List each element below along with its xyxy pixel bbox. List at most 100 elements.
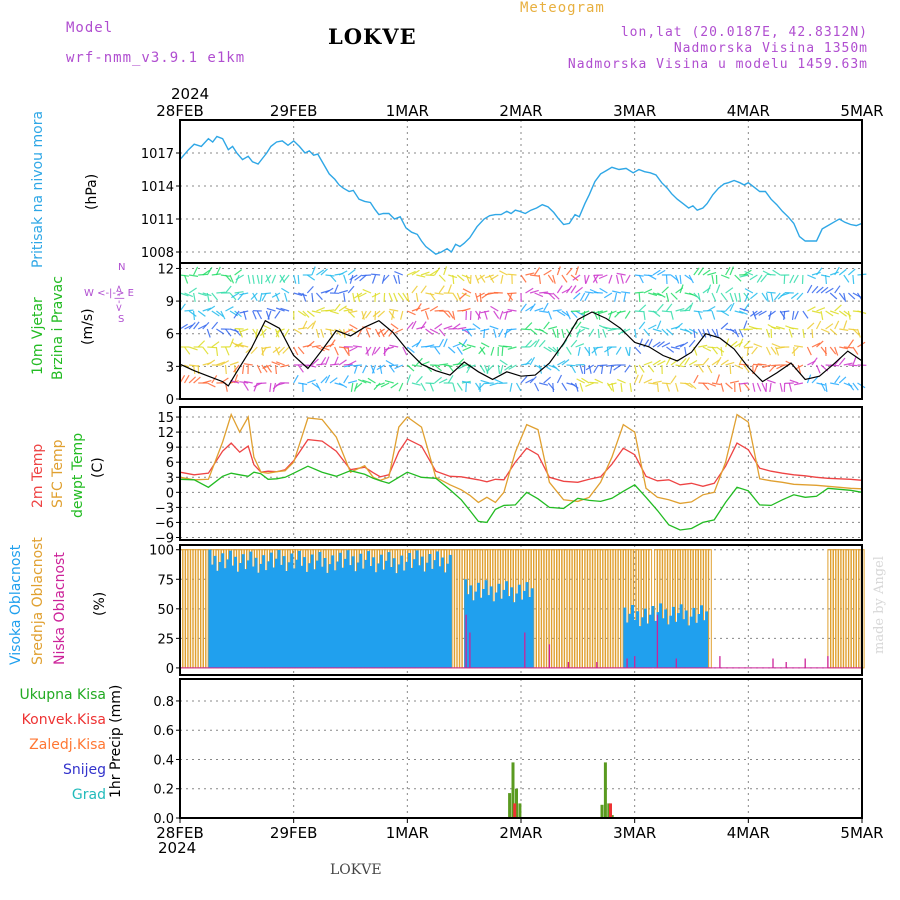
wind-barb xyxy=(434,346,441,355)
wind-barb xyxy=(796,292,804,301)
wind-barb xyxy=(202,346,209,355)
wind-barb xyxy=(406,346,415,354)
wind-barb xyxy=(670,375,677,384)
wind-barb xyxy=(752,382,756,392)
cloud-high-bar xyxy=(359,553,363,668)
wind-barb xyxy=(816,340,824,348)
wind-barb xyxy=(197,324,207,330)
wind-barb xyxy=(766,291,776,294)
temp-line-dewpt xyxy=(179,465,863,531)
wind-barb xyxy=(188,376,197,384)
wind-barb xyxy=(461,274,471,279)
wind-barb xyxy=(575,382,579,392)
wind-barb xyxy=(243,380,253,384)
wind-barb xyxy=(324,374,331,384)
wind-label-2: Brzina i Pravac xyxy=(50,276,66,380)
wind-barb xyxy=(716,346,725,353)
wind-barb xyxy=(793,345,803,348)
cloud-high-bar xyxy=(249,551,253,668)
wind-barb xyxy=(447,346,456,354)
y-tick-label: 100 xyxy=(149,544,174,559)
wind-barb xyxy=(573,292,581,300)
wind-barb xyxy=(354,382,363,390)
wind-barb xyxy=(411,382,421,386)
wind-barb xyxy=(325,287,334,294)
wind-barb xyxy=(739,274,749,278)
wind-barb xyxy=(623,292,627,302)
wind-barb xyxy=(693,374,699,384)
wind-barb xyxy=(225,274,232,283)
temp-sfc-label: SFC Temp xyxy=(50,439,66,508)
wind-barb xyxy=(411,307,421,312)
wind-barb xyxy=(415,338,422,348)
wind-barb xyxy=(729,302,735,312)
wind-barb xyxy=(725,338,730,348)
cloud-high-bar xyxy=(492,601,496,668)
cloud-high-bar xyxy=(251,566,255,668)
wind-barb xyxy=(847,292,856,300)
wind-barb xyxy=(307,379,316,384)
wind-barb xyxy=(349,274,354,284)
cloud-high-bar xyxy=(303,557,306,668)
wind-barb xyxy=(239,310,249,314)
wind-barb xyxy=(202,380,212,384)
wind-barb xyxy=(239,292,249,296)
wind-barb xyxy=(770,292,774,302)
wind-barb xyxy=(534,307,544,312)
wind-barb xyxy=(575,343,585,348)
wind-barb xyxy=(607,382,617,386)
wind-barb xyxy=(820,286,829,294)
wind-barb xyxy=(499,270,508,276)
wind-barb xyxy=(225,328,232,337)
cloud-high-bar xyxy=(216,570,220,668)
cloud-high-bar xyxy=(497,583,501,668)
wind-barb xyxy=(352,364,362,367)
wind-barb xyxy=(461,292,471,298)
wind-barb xyxy=(472,323,481,330)
wind-barb xyxy=(825,287,834,294)
cloud-high-bar xyxy=(436,551,439,668)
wind-barb xyxy=(743,340,751,348)
wind-barb xyxy=(652,359,661,366)
wind-barb xyxy=(688,382,697,390)
wind-barb xyxy=(725,303,733,312)
wind-barb xyxy=(793,382,804,386)
wind-barb xyxy=(852,328,860,336)
wind-barb xyxy=(397,292,404,301)
wind-barb xyxy=(293,346,299,356)
wind-barb xyxy=(490,346,495,356)
wind-barb xyxy=(443,266,448,276)
wind-barb xyxy=(556,374,563,384)
wind-barb xyxy=(675,274,680,284)
wind-barb xyxy=(538,328,548,335)
cloud-high-bar xyxy=(466,594,470,668)
wind-barb xyxy=(617,378,626,384)
compass-s: S xyxy=(118,314,125,325)
cloud-high-bar xyxy=(517,584,521,668)
wind-barb xyxy=(684,382,693,389)
cloud-high-bar xyxy=(280,564,283,668)
wind-barb xyxy=(598,274,608,280)
cloud-high-bar xyxy=(477,582,480,668)
cloud-high-bar xyxy=(423,571,427,668)
wind-barb xyxy=(570,339,578,348)
wind-barb xyxy=(688,339,696,348)
wind-barb xyxy=(830,310,839,315)
wind-barb xyxy=(594,378,604,384)
wind-barb xyxy=(820,310,824,321)
wind-barb xyxy=(365,328,371,338)
wind-barb xyxy=(293,292,303,297)
wind-barb xyxy=(271,274,277,284)
wind-barb xyxy=(847,339,854,348)
wind-barb xyxy=(390,323,399,330)
wind-barb xyxy=(675,343,685,348)
wind-barb xyxy=(220,310,226,320)
cloud-high-bar xyxy=(628,613,632,668)
wind-barb xyxy=(793,274,799,284)
panel-frame-wind xyxy=(179,262,863,400)
y-tick-label: 9 xyxy=(166,295,174,310)
wind-barb xyxy=(613,364,622,371)
wind-barb xyxy=(407,310,416,316)
wind-barb xyxy=(361,310,365,320)
wind-barb xyxy=(706,364,713,374)
